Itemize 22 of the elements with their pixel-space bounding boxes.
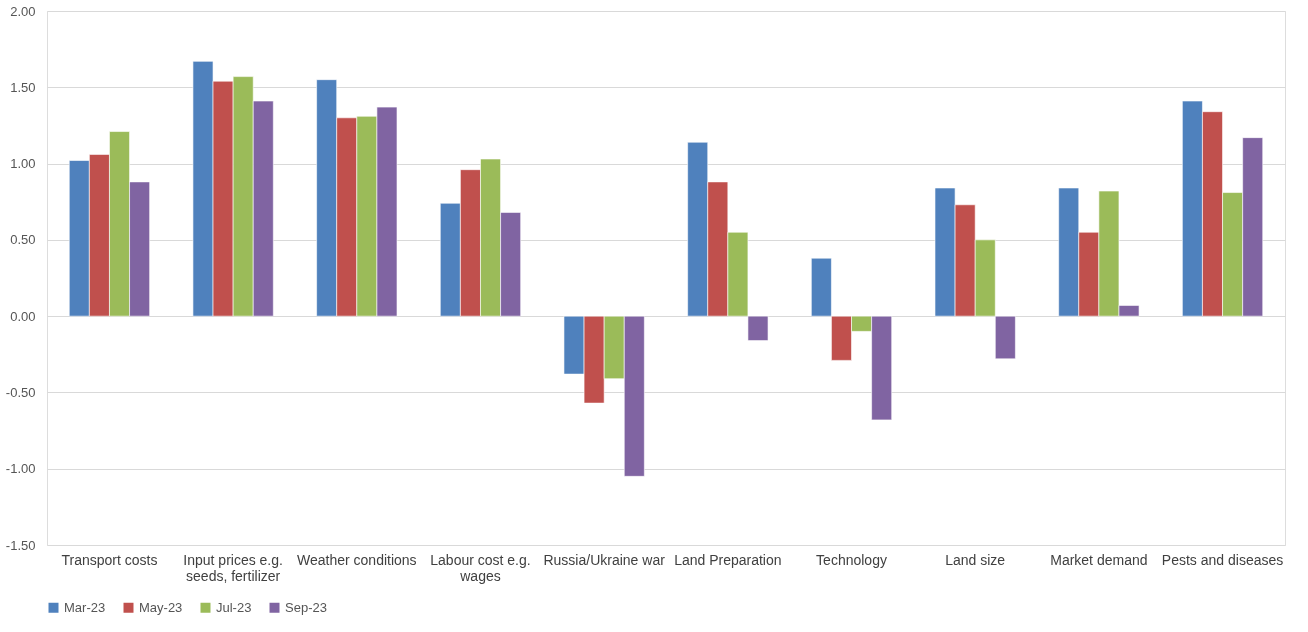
x-tick-label: Market demand bbox=[1050, 551, 1148, 568]
y-tick-label: -1.00 bbox=[5, 461, 36, 477]
y-tick-label: 1.00 bbox=[10, 156, 36, 172]
x-tick-label: Weather conditions bbox=[297, 551, 417, 568]
x-tick-label: Transport costs bbox=[61, 551, 158, 568]
x-tick-label: Land size bbox=[945, 551, 1006, 568]
legend-label: Jul-23 bbox=[216, 599, 252, 615]
x-tick-label: Technology bbox=[816, 551, 887, 568]
y-tick-label: -0.50 bbox=[5, 384, 36, 400]
x-tick-label: Land Preparation bbox=[674, 551, 782, 568]
x-tick-label: Russia/Ukraine war bbox=[543, 551, 666, 568]
y-tick-label: 0.00 bbox=[10, 308, 36, 324]
y-tick-label: 1.50 bbox=[10, 79, 36, 95]
legend-label: May-23 bbox=[139, 599, 183, 615]
x-tick-label: Pests and diseases bbox=[1161, 551, 1284, 568]
y-tick-label: 2.00 bbox=[10, 3, 36, 19]
x-tick-label: Labour cost e.g. wages bbox=[430, 551, 531, 584]
x-tick-label: Input prices e.g. seeds, fertilizer bbox=[183, 551, 283, 584]
y-tick-label: -1.50 bbox=[5, 537, 36, 553]
y-tick-label: 0.50 bbox=[10, 232, 36, 248]
legend-label: Sep-23 bbox=[285, 599, 327, 615]
legend-label: Mar-23 bbox=[64, 599, 106, 615]
